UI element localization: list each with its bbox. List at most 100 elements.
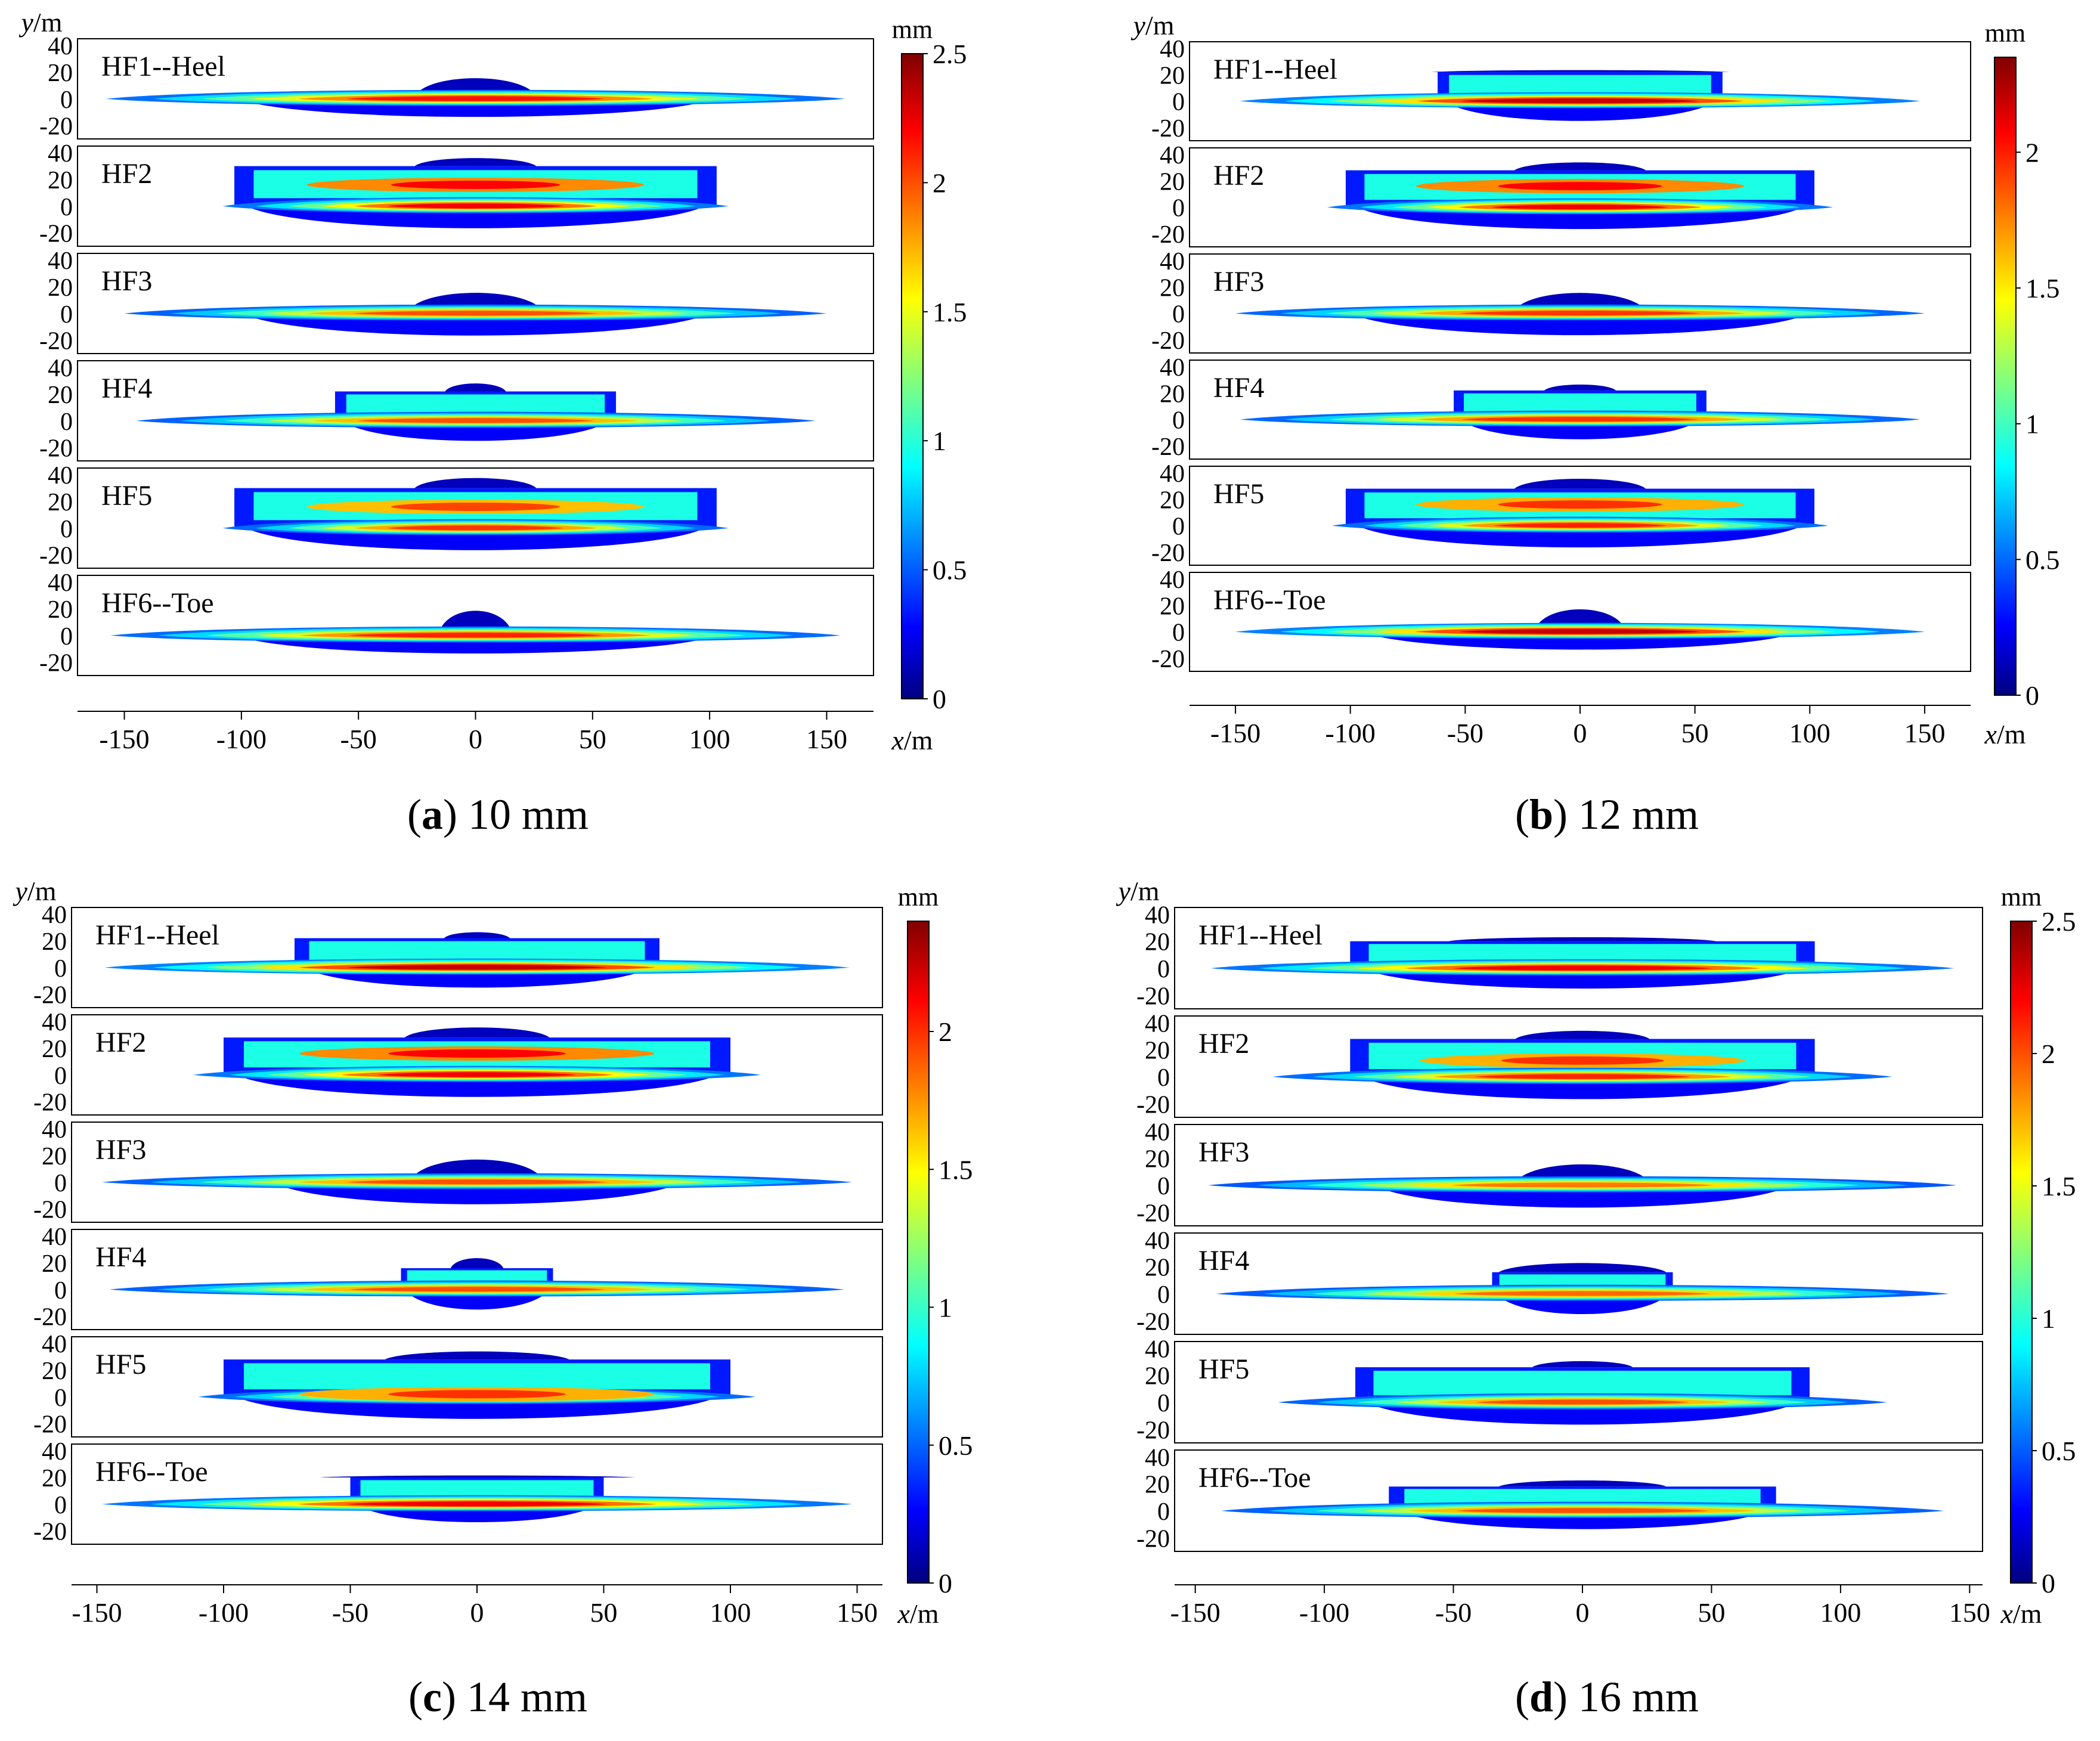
fracture-cap — [1430, 70, 1730, 72]
fracture-cap — [1515, 1030, 1650, 1039]
fracture-band — [1454, 1291, 1711, 1296]
fracture-band — [346, 96, 605, 101]
fracture-band — [387, 525, 564, 531]
subplot-frame — [77, 38, 874, 140]
fracture-label: HF5 — [1198, 1353, 1249, 1385]
fracture-crest-peak — [391, 502, 560, 511]
colorbar-tick-label: 0.5 — [939, 1430, 973, 1461]
x-tick-label: 100 — [710, 1597, 751, 1628]
y-tick-label: 0 — [60, 194, 73, 221]
colorbar-tick-label: 0.5 — [933, 555, 967, 586]
x-tick-label: -150 — [99, 724, 149, 754]
subplot-frame — [1189, 253, 1971, 354]
y-axis-label: y/m — [1116, 876, 1160, 906]
colorbar-tick-label: 1 — [2025, 409, 2039, 439]
y-tick-label: 0 — [1157, 1173, 1170, 1200]
caption-c: (c) 14 mm — [408, 1673, 587, 1721]
fracture-upper-band — [244, 1363, 710, 1390]
fracture-band — [1491, 205, 1669, 210]
subplot-frame — [1174, 1015, 1983, 1118]
fracture-label: HF4 — [1198, 1245, 1249, 1277]
x-axis: -150 -100 -50 0 50 100 150 — [1190, 705, 1971, 748]
x-tick-label: 100 — [689, 724, 730, 754]
fracture-label: HF5 — [101, 480, 152, 512]
fracture-upper-band — [1404, 1489, 1761, 1506]
fracture-label: HF6--Toe — [95, 1456, 208, 1488]
y-tick-label: -20 — [1151, 540, 1185, 567]
subplot-frame — [1174, 1124, 1983, 1226]
y-tick-label: 20 — [1145, 1472, 1170, 1499]
y-tick-label: -20 — [39, 650, 73, 677]
fracture-band — [1461, 417, 1699, 422]
fracture-band — [352, 311, 599, 316]
x-tick-label: -150 — [72, 1597, 122, 1628]
y-tick-label: 0 — [1157, 1390, 1170, 1417]
y-tick-label: 40 — [48, 140, 73, 168]
y-tick-label: 0 — [1157, 956, 1170, 983]
fracture-label: HF4 — [1213, 372, 1264, 404]
fracture-cap — [450, 1258, 504, 1268]
x-tick-label: -150 — [1170, 1597, 1220, 1628]
y-tick-label: 0 — [60, 408, 73, 436]
y-tick-label: 20 — [1145, 1363, 1170, 1390]
x-tick-label: 0 — [469, 724, 482, 754]
x-tick-label: 0 — [470, 1597, 484, 1628]
x-tick-label: 150 — [806, 724, 847, 754]
x-tick-label: -100 — [1325, 718, 1376, 748]
colorbar-tick-label: 0 — [939, 1568, 952, 1599]
colorbar: mm2.5 2 1.5 1 0.5 0x/m — [2000, 882, 2076, 1629]
fracture-band — [1459, 311, 1701, 316]
fracture-cap — [385, 1351, 569, 1360]
x-tick-label: 50 — [590, 1597, 618, 1628]
subplot-frame — [1174, 907, 1983, 1009]
x-axis: -150 -100 -50 0 50 100 150 — [72, 1584, 882, 1628]
y-tick-label: -20 — [39, 543, 73, 570]
fracture-cap — [1532, 1361, 1633, 1368]
y-tick-label: -20 — [1151, 433, 1185, 461]
fracture-upper-band — [1464, 393, 1696, 414]
subplot-frame — [71, 1336, 883, 1438]
colorbar-tick-label: 2.5 — [933, 39, 967, 69]
fracture-band — [1493, 523, 1667, 528]
colorbar: mm 2 1.5 1 0.5 0x/m — [897, 882, 973, 1629]
fracture-label: HF5 — [1213, 478, 1264, 510]
y-tick-label: 20 — [1145, 1254, 1170, 1282]
y-tick-label: -20 — [1151, 646, 1185, 673]
caption-d: (d) 16 mm — [1514, 1673, 1699, 1721]
y-tick-label: 0 — [1172, 619, 1185, 647]
y-tick-label: 40 — [1145, 1119, 1170, 1146]
x-axis-label: x/m — [891, 725, 933, 755]
fracture-label: HF1--Heel — [1198, 919, 1322, 951]
y-tick-label: 40 — [48, 247, 73, 275]
y-tick-label: 0 — [60, 86, 73, 114]
y-tick-label: 20 — [1160, 168, 1185, 196]
fracture-band — [348, 1287, 606, 1292]
y-tick-label: 40 — [48, 569, 73, 597]
fracture-band — [1455, 1508, 1709, 1513]
x-tick-label: 150 — [837, 1597, 878, 1628]
y-tick-label: 20 — [42, 1465, 67, 1492]
fracture-crest-peak — [1498, 182, 1662, 191]
fracture-band — [346, 965, 608, 970]
colorbar-tick-label: 2 — [939, 1017, 952, 1047]
colorbar-tick-label: 1 — [939, 1293, 952, 1323]
y-tick-label: 40 — [42, 1438, 67, 1466]
colorbar-tick-label: 1.5 — [2025, 273, 2060, 303]
x-tick-label: 0 — [1574, 718, 1587, 748]
fracture-crest-peak — [391, 180, 560, 189]
y-tick-label: 40 — [1160, 36, 1185, 63]
colorbar-gradient — [907, 921, 930, 1584]
y-tick-label: 40 — [1145, 1010, 1170, 1037]
subplot-frame — [71, 1229, 883, 1330]
fracture-cap — [318, 1475, 636, 1477]
y-tick-label: 40 — [1160, 566, 1185, 594]
fracture-label: HF6--Toe — [101, 587, 214, 619]
y-tick-label: -20 — [33, 1089, 67, 1117]
subplot-frame — [77, 467, 874, 569]
fracture-cap — [414, 478, 537, 488]
subplot-frame — [71, 907, 883, 1008]
